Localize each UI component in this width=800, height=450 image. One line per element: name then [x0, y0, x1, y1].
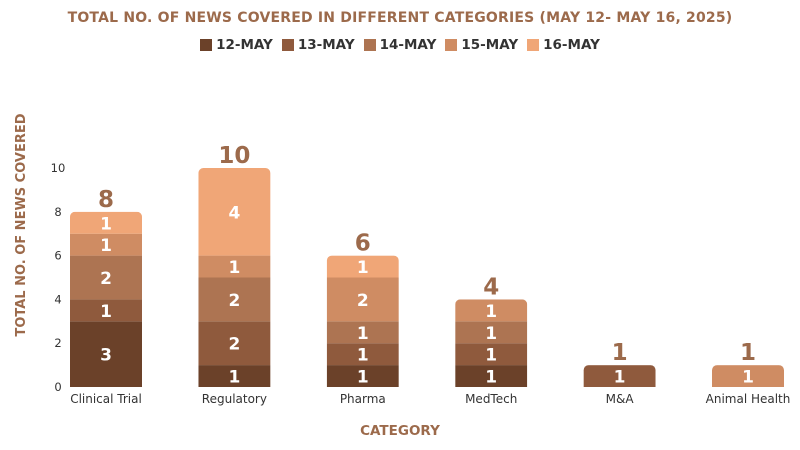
legend-item: 15-MAY: [445, 37, 518, 53]
x-tick-label: Regulatory: [202, 392, 267, 406]
bar-segment: [70, 233, 142, 256]
bar-segment: [70, 211, 142, 234]
bar-segment-label: 1: [357, 324, 369, 344]
bar-segment-label: 1: [742, 368, 754, 388]
bar-segment-label: 1: [100, 302, 112, 322]
legend-swatch: [445, 39, 458, 51]
bar-segment: [455, 343, 528, 366]
legend-swatch: [527, 39, 540, 51]
bar-segment-label: 1: [228, 258, 240, 278]
legend-item: 16-MAY: [527, 37, 600, 53]
bar-segment-label: 4: [228, 203, 240, 223]
legend-label: 15-MAY: [461, 37, 519, 53]
x-tick-label: Animal Health: [706, 392, 791, 406]
bar-segment: [198, 365, 271, 387]
bar-segment-label: 1: [485, 368, 497, 388]
legend-swatch: [281, 39, 294, 51]
y-tick-label: 2: [54, 336, 61, 350]
bar-segment: [326, 365, 399, 387]
y-axis-title: TOTAL NO. OF NEWS COVERED: [14, 113, 29, 336]
legend-label: 13-MAY: [297, 37, 355, 53]
bar-segment: [326, 277, 399, 322]
y-tick-label: 10: [51, 161, 66, 175]
bar-segment: [455, 365, 528, 387]
bar-total-label: 10: [218, 143, 250, 169]
bar-segment: [326, 321, 399, 344]
bar-segment-label: 1: [614, 368, 626, 388]
bar-segment: [326, 255, 399, 278]
bar-total-label: 6: [355, 231, 371, 257]
bar-segment-label: 2: [228, 335, 240, 355]
bar-segment: [198, 255, 271, 278]
bar-segment-label: 2: [100, 269, 112, 289]
x-axis-title: CATEGORY: [360, 423, 440, 439]
x-tick-label: MedTech: [465, 392, 517, 406]
bar-segment: [583, 365, 656, 387]
bar-segment-label: 1: [357, 346, 369, 366]
bar-segment-label: 1: [485, 346, 497, 366]
y-tick-label: 8: [54, 205, 61, 219]
bar-segment-label: 1: [357, 258, 369, 278]
bar-segment: [198, 277, 271, 322]
bar-segment-label: 3: [100, 346, 112, 366]
legend-label: 14-MAY: [379, 37, 437, 53]
bar-segment-label: 1: [228, 368, 240, 388]
bar-segment: [70, 321, 142, 387]
bar-segment-label: 1: [100, 236, 112, 256]
legend-item: 14-MAY: [363, 37, 437, 53]
bar-segment: [70, 255, 142, 300]
bar-total-label: 1: [740, 340, 756, 366]
bar-segment: [198, 321, 271, 366]
bar-total-label: 4: [483, 274, 499, 300]
bar-segment: [712, 365, 784, 387]
bar-segment-label: 2: [228, 291, 240, 311]
legend: 12-MAY 13-MAY 14-MAY 15-MAY 16-MAY: [0, 37, 800, 53]
chart-title: TOTAL NO. OF NEWS COVERED IN DIFFERENT C…: [67, 10, 733, 26]
legend-swatch: [200, 39, 213, 51]
bar-segment: [455, 321, 528, 344]
bar-segment: [198, 168, 271, 256]
x-tick-label: Pharma: [340, 392, 386, 406]
y-tick-label: 6: [54, 249, 61, 263]
bar-segment-label: 2: [357, 291, 369, 311]
legend-label: 16-MAY: [543, 37, 600, 53]
bar-segment: [326, 343, 399, 366]
bar-total-label: 1: [612, 340, 628, 366]
bar-segment-label: 1: [485, 302, 497, 322]
x-tick-label: M&A: [606, 392, 635, 406]
bar-total-label: 8: [98, 187, 114, 213]
legend-label: 12-MAY: [216, 37, 273, 53]
y-tick-label: 4: [54, 292, 61, 306]
legend-item: 13-MAY: [281, 37, 355, 53]
y-tick-label: 0: [54, 380, 61, 394]
bar-segment-label: 1: [357, 368, 369, 388]
bar-segment: [455, 299, 528, 322]
bar-segment: [70, 299, 142, 322]
bar-segment-label: 1: [485, 324, 497, 344]
bar-segment-label: 1: [100, 214, 112, 234]
x-tick-label: Clinical Trial: [70, 392, 142, 406]
legend-item: 12-MAY: [200, 37, 273, 53]
legend-swatch: [363, 39, 376, 51]
